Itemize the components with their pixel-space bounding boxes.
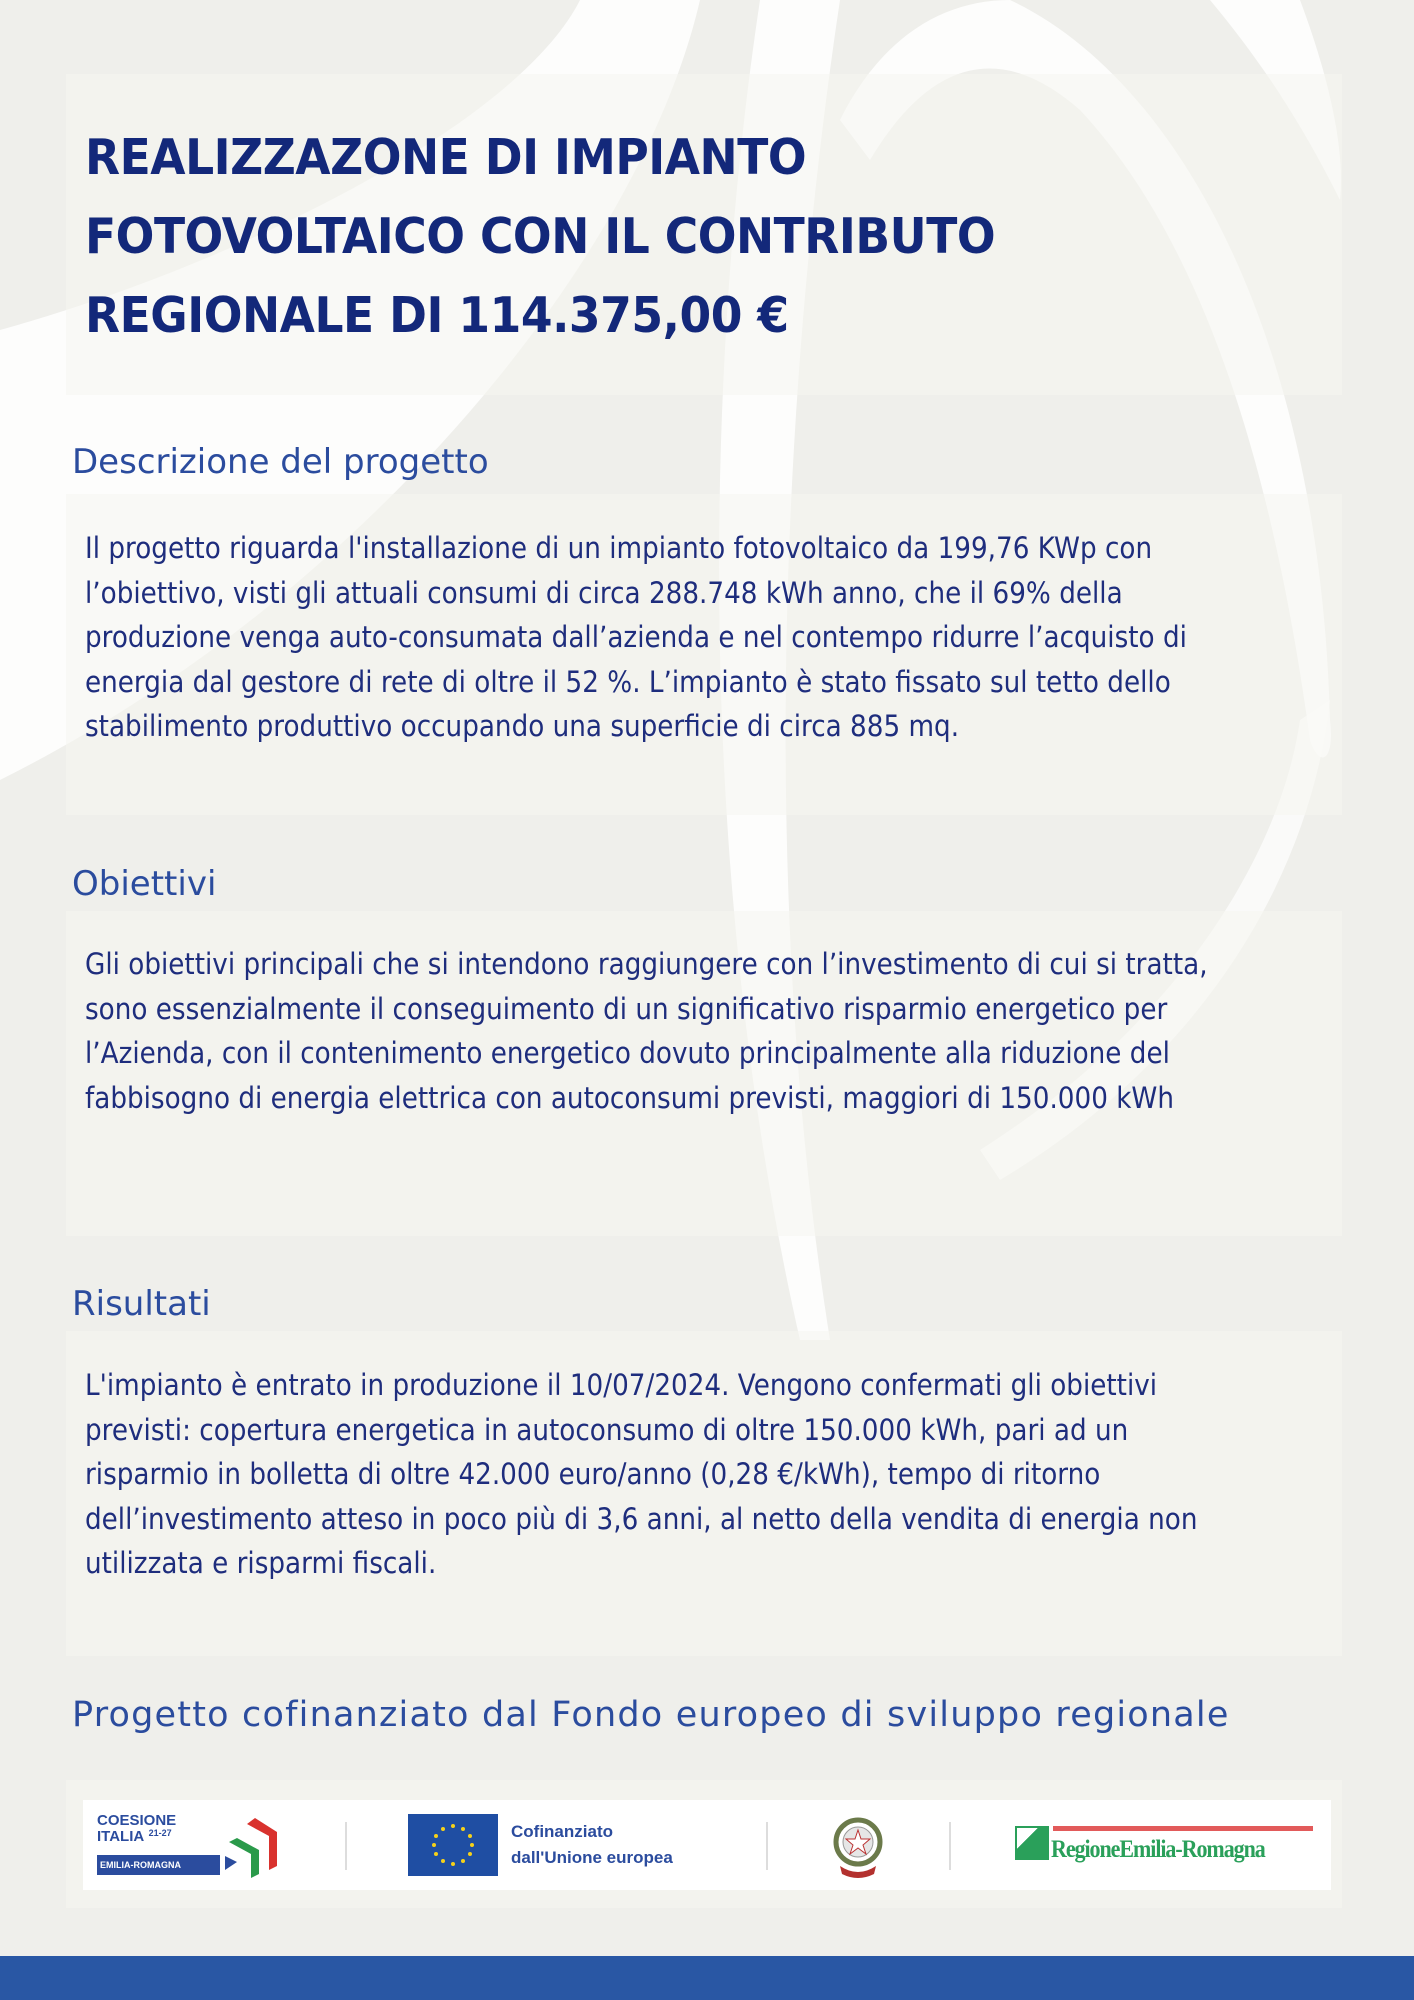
body-line: produzione venga auto-consumata dall’azi… xyxy=(85,620,1187,654)
coesione-years: 21-27 xyxy=(148,1828,172,1838)
title-line: REGIONALE DI 114.375,00 € xyxy=(85,287,789,344)
body-line: Gli obiettivi principali che si intendon… xyxy=(85,947,1208,981)
logo-divider xyxy=(345,1822,347,1870)
body-line: l’Azienda, con il contenimento energetic… xyxy=(85,1036,1170,1070)
section-body-objectives: Gli obiettivi principali che si intendon… xyxy=(85,942,1208,1120)
section-heading-results: Risultati xyxy=(72,1284,211,1324)
body-line: energia dal gestore di rete di oltre il … xyxy=(85,664,1171,699)
body-line: L'impianto è entrato in produzione il 10… xyxy=(85,1368,1158,1402)
title-line: FOTOVOLTAICO CON IL CONTRIBUTO xyxy=(85,208,996,265)
eu-flag-icon xyxy=(408,1814,498,1876)
eu-cofinanced-line1: Cofinanziato xyxy=(511,1822,613,1841)
coesione-italia-logo: COESIONE ITALIA 21-27 EMILIA-ROMAGNA xyxy=(97,1812,297,1878)
coesione-line2-wrap: ITALIA 21-27 xyxy=(97,1828,172,1846)
body-line: sono essenzialmente il conseguimento di … xyxy=(85,991,1168,1026)
results-box xyxy=(66,1331,1342,1656)
regione-emilia-romagna-logo: RegioneEmilia-Romagna xyxy=(1015,1826,1315,1870)
regione-red-stripe xyxy=(1053,1826,1313,1831)
coesione-region: EMILIA-ROMAGNA xyxy=(97,1855,220,1875)
section-heading-objectives: Obiettivi xyxy=(72,864,217,904)
logo-divider xyxy=(949,1822,951,1870)
regione-green-mark-icon xyxy=(1015,1826,1049,1860)
title-box xyxy=(66,74,1342,395)
section-body-results: L'impianto è entrato in produzione il 10… xyxy=(85,1363,1197,1586)
body-line: Il progetto riguarda l'installazione di … xyxy=(85,531,1153,565)
eu-cofinanced-line2: dall'Unione europea xyxy=(511,1848,673,1867)
italian-republic-emblem-icon xyxy=(833,1817,883,1878)
coesione-arrows-icon xyxy=(225,1818,277,1878)
body-line: previsti: copertura energetica in autoco… xyxy=(85,1412,1129,1447)
coesione-line1: COESIONE xyxy=(97,1812,177,1829)
eu-stars-icon xyxy=(432,1824,474,1866)
description-box xyxy=(66,494,1342,815)
body-line: l’obiettivo, visti gli attuali consumi d… xyxy=(85,575,1123,610)
cofinancing-statement: Progetto cofinanziato dal Fondo europeo … xyxy=(72,1695,1230,1735)
section-body-description: Il progetto riguarda l'installazione di … xyxy=(85,526,1187,749)
logo-divider xyxy=(766,1822,768,1870)
body-line: dell’investimento atteso in poco più di … xyxy=(85,1501,1198,1536)
body-line: fabbisogno di energia elettrica con auto… xyxy=(85,1080,1175,1115)
coesione-line2: ITALIA xyxy=(97,1828,145,1845)
regione-name: RegioneEmilia-Romagna xyxy=(1051,1836,1266,1863)
title-line: REALIZZAZONE DI IMPIANTO xyxy=(85,129,807,186)
section-heading-description: Descrizione del progetto xyxy=(72,442,489,482)
objectives-box xyxy=(66,911,1342,1236)
body-line: risparmio in bolletta di oltre 42.000 eu… xyxy=(85,1457,1101,1491)
bottom-bar xyxy=(0,1956,1414,2000)
logos-strip: COESIONE ITALIA 21-27 EMILIA-ROMAGNA Cof… xyxy=(83,1800,1331,1890)
body-line: stabilimento produttivo occupando una su… xyxy=(85,709,960,743)
page-title: REALIZZAZONE DI IMPIANTO FOTOVOLTAICO CO… xyxy=(85,118,996,355)
body-line: utilizzata e risparmi fiscali. xyxy=(85,1546,437,1580)
